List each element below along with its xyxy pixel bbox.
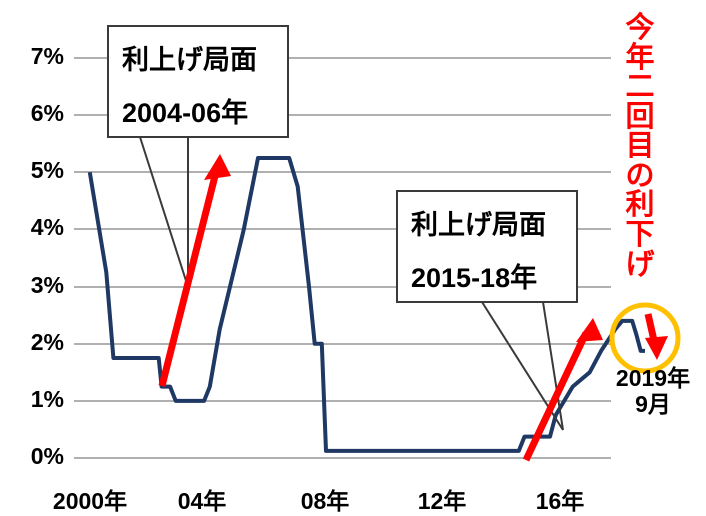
callout-1-line-1: 利上げ局面 — [122, 45, 257, 75]
callout-1-line-2: 2004-06年 — [122, 98, 249, 128]
arrow-up-2004-2006 — [158, 154, 231, 387]
x-axis-tick-2012-year: 12年 — [417, 487, 467, 514]
vertical-note-char-6: 利 — [625, 189, 655, 222]
y-axis-tick-6: 6% — [30, 100, 64, 126]
y-axis-tick-2: 2% — [30, 329, 64, 355]
x-axis-tick-2012: 12年 12月 — [377, 463, 507, 516]
end-point-date-label: 2019年 9月 — [615, 365, 691, 418]
vertical-note-char-3: 回 — [625, 100, 655, 133]
callout-2-leader-right — [542, 301, 564, 431]
y-axis-tick-3: 3% — [30, 272, 64, 298]
y-axis-tick-0: 0% — [30, 443, 64, 469]
vertical-note-char-0: 今 — [625, 12, 655, 44]
x-axis-tick-2000-year: 2000年 — [52, 487, 128, 514]
y-axis-tick-4: 4% — [30, 214, 64, 240]
vertical-note-char-2: 二 — [625, 71, 655, 104]
callout-1-leader-lines — [139, 136, 189, 288]
vertical-note-char-8: げ — [625, 248, 655, 281]
vertical-annotation-rate-cut: 今 年 二 回 目 の 利 下 げ — [620, 12, 660, 281]
data-line-policy-rate-clean — [87, 156, 645, 453]
vertical-note-char-1: 年 — [625, 41, 655, 74]
highlight-circle-2019 — [609, 302, 681, 374]
y-axis-tick-5: 5% — [30, 157, 64, 183]
callout-box-rate-hike-2015-2018: 利上げ局面 2015-18年 — [396, 190, 578, 303]
x-axis-tick-2016-year: 16年 — [535, 487, 585, 514]
vertical-note-char-4: 目 — [625, 130, 655, 163]
callout-2-line-2: 2015-18年 — [411, 263, 538, 293]
callout-box-rate-hike-2004-2006: 利上げ局面 2004-06年 — [107, 25, 289, 138]
x-axis-tick-2000: 2000年 12月 — [25, 463, 155, 516]
y-axis-tick-7: 7% — [30, 43, 64, 69]
vertical-note-char-7: 下 — [625, 219, 655, 252]
vertical-note-char-5: の — [625, 159, 655, 192]
callout-1-leader-left — [139, 136, 189, 288]
arrow-up-2015-2018 — [522, 318, 603, 462]
x-axis-tick-2004: 04年 12月 — [137, 463, 267, 516]
arrow-down-2019-cut — [644, 313, 668, 360]
x-axis-tick-2004-year: 04年 — [177, 487, 227, 514]
x-axis-tick-2016: 16年 12月 — [495, 463, 625, 516]
x-axis-tick-2008: 08年 12月 — [260, 463, 390, 516]
y-axis-tick-1: 1% — [30, 386, 64, 412]
x-axis-tick-2008-year: 08年 — [300, 487, 350, 514]
callout-2-line-1: 利上げ局面 — [411, 210, 546, 240]
